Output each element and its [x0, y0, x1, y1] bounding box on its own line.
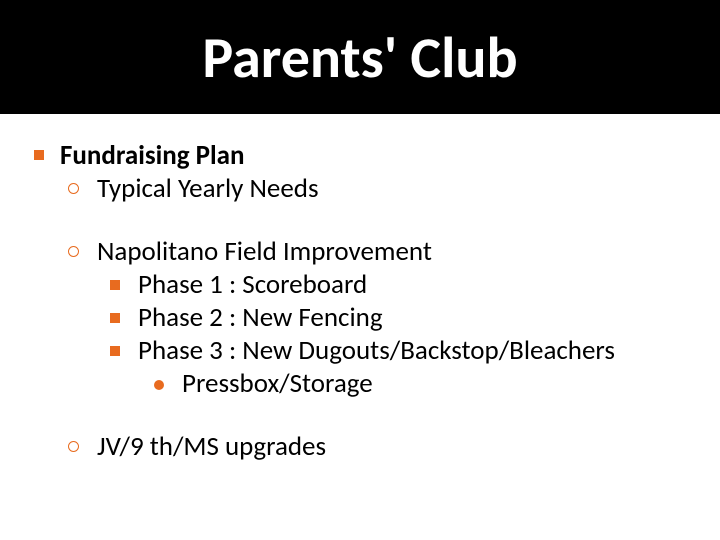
l2-text: Typical Yearly Needs [97, 173, 319, 204]
slide-body: Fundraising Plan Typical Yearly Needs Na… [0, 114, 720, 462]
filled-circle-bullet-icon [154, 380, 164, 390]
l4-text: Pressbox/Storage [182, 368, 373, 399]
square-bullet-icon [110, 280, 120, 290]
spacer [30, 401, 690, 431]
slide-title: Parents' Club [202, 22, 517, 93]
title-bar: Parents' Club [0, 0, 720, 114]
l2-text: JV/9 th/MS upgrades [97, 431, 326, 462]
bullet-l1: Fundraising Plan [30, 140, 690, 171]
l3-text: Phase 2 : New Fencing [138, 302, 383, 333]
bullet-l3: Phase 1 : Scoreboard [110, 269, 690, 300]
hollow-circle-bullet-icon [68, 441, 79, 452]
bullet-l2: Typical Yearly Needs [68, 173, 690, 204]
bullet-l3: Phase 3 : New Dugouts/Backstop/Bleachers [110, 335, 690, 366]
spacer [30, 206, 690, 236]
hollow-circle-bullet-icon [68, 246, 79, 257]
bullet-l2: JV/9 th/MS upgrades [68, 431, 690, 462]
square-bullet-icon [34, 150, 44, 160]
l3-text: Phase 1 : Scoreboard [138, 269, 367, 300]
bullet-l4: Pressbox/Storage [154, 368, 690, 399]
l3-text: Phase 3 : New Dugouts/Backstop/Bleachers [138, 335, 615, 366]
l2-text: Napolitano Field Improvement [97, 236, 432, 267]
square-bullet-icon [110, 346, 120, 356]
square-bullet-icon [110, 313, 120, 323]
l1-text: Fundraising Plan [60, 140, 244, 171]
bullet-l2: Napolitano Field Improvement [68, 236, 690, 267]
bullet-l3: Phase 2 : New Fencing [110, 302, 690, 333]
hollow-circle-bullet-icon [68, 183, 79, 194]
